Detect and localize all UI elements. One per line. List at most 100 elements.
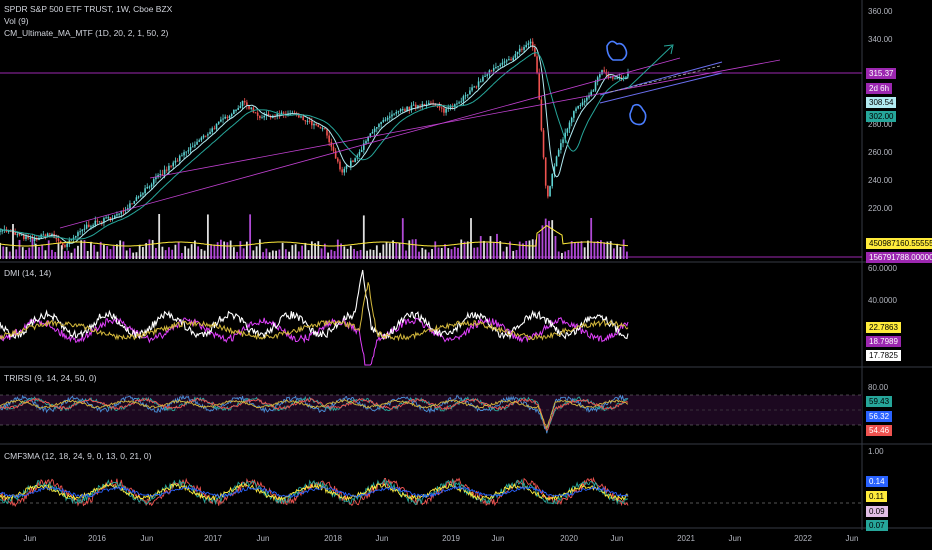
price-candle	[319, 126, 322, 129]
price-candle	[10, 230, 12, 232]
price-candle	[235, 109, 237, 111]
price-candle	[430, 102, 432, 104]
price-candle	[129, 203, 131, 209]
price-candle	[564, 132, 566, 140]
time-axis-label: 2018	[324, 534, 342, 543]
price-candle	[196, 141, 198, 145]
volume-bar	[596, 240, 599, 259]
price-candle	[79, 231, 81, 233]
volume-bar	[90, 241, 92, 259]
volume-bar	[440, 248, 443, 259]
price-candle	[518, 48, 521, 52]
volume-bar	[262, 252, 265, 259]
price-candle	[215, 123, 218, 129]
price-candle	[59, 240, 62, 244]
price-candle	[352, 160, 354, 163]
price-candle	[510, 59, 512, 61]
volume-bar	[577, 242, 580, 259]
volume-bar	[541, 225, 544, 259]
volume-bar	[138, 244, 141, 259]
thumbs-down-icon	[629, 103, 647, 126]
time-axis-label: Jun	[256, 534, 270, 543]
volume-bar	[388, 243, 391, 259]
price-candle	[464, 95, 467, 97]
dmi-pane-title[interactable]: DMI (14, 14)	[4, 268, 52, 278]
cmf-pane-title[interactable]: CMF3MA (12, 18, 24, 9, 0, 13, 0, 21, 0)	[4, 451, 152, 461]
volume-bar	[203, 250, 206, 259]
price-candle	[176, 160, 179, 162]
price-candle	[557, 149, 560, 157]
price-candle	[568, 122, 571, 129]
volume-bar	[447, 248, 450, 259]
price-candle	[313, 123, 315, 126]
price-candle	[326, 129, 328, 136]
volume-bar	[528, 240, 531, 259]
volume-bar	[548, 220, 550, 259]
volume-bar	[142, 247, 144, 259]
volume-bar	[200, 249, 203, 259]
price-candle	[486, 74, 489, 76]
volume-bar	[570, 241, 573, 259]
volume-bar	[590, 217, 593, 259]
volume-bar	[122, 241, 125, 259]
time-axis-label: Jun	[23, 534, 37, 543]
price-candle	[581, 102, 584, 106]
volume-bar	[21, 247, 24, 259]
volume-bar	[51, 249, 53, 259]
price-candle	[18, 234, 21, 236]
trirsi-tag: 56.32	[866, 411, 893, 422]
volume-bar	[483, 240, 485, 259]
price-candle	[300, 116, 302, 118]
price-candle	[438, 106, 441, 108]
price-candle	[477, 81, 480, 87]
time-axis-label: 2016	[88, 534, 106, 543]
price-candle	[423, 103, 426, 106]
time-axis-label: Jun	[491, 534, 505, 543]
volume-bar	[25, 250, 27, 259]
price-candle	[198, 140, 201, 142]
volume-bar	[47, 240, 50, 259]
volume-bar	[93, 245, 96, 259]
price-candle	[302, 116, 304, 121]
price-candle	[126, 208, 129, 210]
vol-indicator-label[interactable]: Vol (9)	[4, 16, 29, 26]
volume-bar	[83, 240, 86, 259]
volume-bar	[171, 249, 174, 259]
price-candle	[367, 136, 369, 142]
price-candle	[358, 151, 361, 156]
volume-bar	[317, 241, 320, 259]
trirsi-pane-title[interactable]: TRIRSI (9, 14, 24, 50, 0)	[4, 373, 97, 383]
price-candle	[148, 186, 151, 188]
price-candle	[360, 149, 363, 152]
volume-bar	[616, 243, 619, 259]
trirsi-line	[0, 397, 629, 432]
volume-bar	[457, 247, 459, 259]
price-candle	[536, 56, 538, 73]
volume-ma-tag: 450987160.555556	[866, 238, 932, 249]
price-candle	[107, 217, 110, 219]
volume-bar	[320, 248, 323, 259]
price-candle	[434, 104, 437, 106]
price-candle	[473, 86, 476, 88]
price-candle	[94, 220, 97, 226]
price-candle	[382, 120, 385, 122]
volume-bar	[112, 245, 115, 259]
volume-bar	[466, 241, 469, 259]
price-candle	[547, 185, 549, 197]
dmi-plus-tag: 17.7825	[866, 350, 901, 361]
price-candle	[62, 243, 64, 246]
volume-bar	[356, 251, 359, 259]
price-candle	[72, 237, 75, 239]
price-candle	[213, 128, 216, 130]
volume-bar	[164, 250, 167, 259]
ma-indicator-label[interactable]: CM_Ultimate_MA_MTF (1D, 20, 2, 1, 50, 2)	[4, 28, 169, 38]
price-candle	[178, 155, 181, 162]
volume-bar	[252, 250, 255, 259]
price-candle	[501, 62, 504, 65]
price-candle	[412, 104, 415, 106]
time-axis-label: 2020	[560, 534, 578, 543]
price-candle	[144, 188, 146, 194]
price-candle	[553, 166, 556, 174]
